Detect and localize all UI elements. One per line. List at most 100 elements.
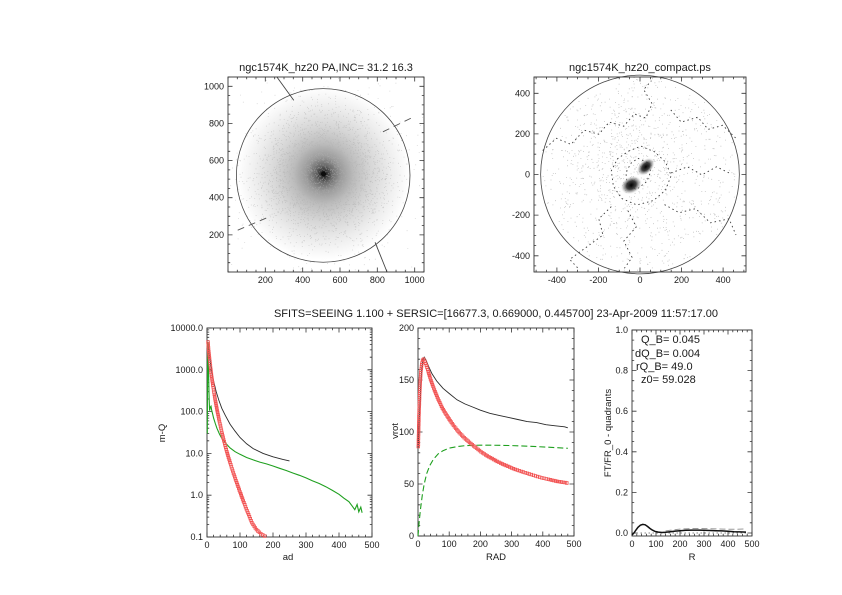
x-tick-label: 0 bbox=[415, 539, 420, 549]
dotted-contour bbox=[569, 206, 612, 269]
dotted-contour bbox=[671, 166, 730, 176]
series-observed-green bbox=[206, 341, 363, 514]
aperture-circle bbox=[540, 74, 740, 275]
x-tick-label: 200 bbox=[473, 539, 488, 549]
xlabel-rotation-curve: RAD bbox=[486, 552, 506, 563]
annotation-dqb: dQ_B= 0.004 bbox=[635, 348, 700, 360]
dotted-contour bbox=[610, 145, 672, 206]
y-tick-label: 0.1 bbox=[190, 532, 203, 542]
ylabel-surface-brightness: m-Q bbox=[157, 424, 168, 442]
y-tick-label: 1.0 bbox=[615, 325, 628, 335]
annotation-qb: Q_B= 0.045 bbox=[641, 334, 700, 346]
x-tick-label: 500 bbox=[566, 539, 581, 549]
x-tick-label: 1000 bbox=[405, 275, 425, 285]
ylabel-fourier-quadrants: FT/FR_0 - quadrants bbox=[603, 389, 614, 477]
axis-ticks bbox=[206, 327, 373, 538]
y-tick-label: 10.0 bbox=[185, 448, 203, 458]
dotted-contour bbox=[623, 210, 637, 269]
plot-fourier-quadrants: 0 100 200 300 400 500 0.0 0.2 0.4 0.6 0.8 1.0 bbox=[615, 325, 759, 549]
y-tick-label: 1.0 bbox=[190, 490, 203, 500]
xlabel-fourier-quadrants: R bbox=[689, 552, 696, 563]
x-tick-label: -400 bbox=[548, 275, 566, 285]
x-tick-label: 500 bbox=[744, 539, 759, 549]
x-tick-label: 200 bbox=[674, 275, 689, 285]
x-tick-label: 400 bbox=[720, 539, 735, 549]
x-tick-label: 100 bbox=[442, 539, 457, 549]
fit-summary-title: SFITS=SEEING 1.100 + SERSIC=[16677.3, 0.… bbox=[274, 308, 718, 320]
y-tick-label: 200 bbox=[515, 129, 530, 139]
compact-plot-title: ngc1574K_hz20_compact.ps bbox=[569, 62, 711, 74]
y-tick-label: 1000.0 bbox=[175, 365, 203, 375]
x-tick-label: 100 bbox=[232, 540, 247, 550]
position-angle-line bbox=[276, 76, 295, 101]
galaxy-plot-title: ngc1574K_hz20 PA,INC= 31.2 16.3 bbox=[239, 62, 413, 74]
x-tick-label: 100 bbox=[648, 539, 663, 549]
xlabel-surface-brightness: ad bbox=[283, 552, 294, 563]
y-tick-label: 50 bbox=[404, 479, 414, 489]
galaxy-noise-speckles bbox=[230, 78, 424, 271]
plot-frame bbox=[206, 327, 373, 538]
aperture-circle bbox=[236, 88, 411, 263]
y-tick-label: 150 bbox=[399, 375, 414, 385]
y-tick-label: 0.2 bbox=[615, 487, 628, 497]
minor-axis-dashes bbox=[237, 216, 270, 231]
y-tick-label: 200 bbox=[209, 230, 224, 240]
ylabel-rotation-curve: vrot bbox=[390, 423, 401, 439]
position-angle-line bbox=[374, 242, 388, 273]
dotted-contour bbox=[664, 204, 737, 236]
x-tick-label: 0 bbox=[637, 275, 642, 285]
x-tick-label: 300 bbox=[696, 539, 711, 549]
y-tick-label: 0.4 bbox=[615, 447, 628, 457]
y-tick-label: 200 bbox=[399, 323, 414, 333]
dotted-contour bbox=[670, 109, 738, 140]
y-tick-label: 400 bbox=[209, 193, 224, 203]
plot-frame bbox=[227, 76, 425, 273]
x-tick-label: 400 bbox=[716, 275, 731, 285]
x-tick-label: 300 bbox=[298, 540, 313, 550]
plot-surface-brightness: 0 100 200 300 400 500 0.1 1.0 10.0 100.0 1000.0 100… bbox=[170, 323, 379, 550]
series-sersic-red-squares bbox=[206, 340, 267, 538]
y-tick-label: 0 bbox=[409, 531, 414, 541]
x-tick-label: 0 bbox=[629, 539, 634, 549]
x-tick-label: 200 bbox=[265, 540, 280, 550]
x-tick-label: -200 bbox=[589, 275, 607, 285]
galaxy-core bbox=[320, 171, 327, 177]
plot-compact-map: -400 -200 0 200 400 -400 -200 0 200 400 bbox=[512, 74, 747, 285]
x-tick-label: 300 bbox=[504, 539, 519, 549]
y-tick-label: 800 bbox=[209, 118, 224, 128]
axis-ticks bbox=[534, 77, 746, 272]
x-tick-label: 400 bbox=[331, 540, 346, 550]
x-tick-label: 200 bbox=[258, 275, 273, 285]
y-tick-label: 100 bbox=[399, 427, 414, 437]
y-tick-label: 0.6 bbox=[615, 406, 628, 416]
y-tick-label: -200 bbox=[512, 210, 530, 220]
plot-rotation-curve: 0 100 200 300 400 500 0 50 100 150 200 bbox=[399, 323, 582, 549]
dotted-contour bbox=[542, 80, 653, 151]
x-tick-label: 500 bbox=[364, 540, 379, 550]
y-tick-label: -400 bbox=[512, 251, 530, 261]
series-total-model-black bbox=[207, 342, 290, 462]
y-tick-label: 0.8 bbox=[615, 366, 628, 376]
x-tick-label: 200 bbox=[672, 539, 687, 549]
axis-ticks bbox=[417, 327, 575, 537]
axis-ticks bbox=[227, 76, 425, 273]
y-tick-label: 100.0 bbox=[180, 407, 203, 417]
compact-source-blob bbox=[636, 157, 655, 176]
y-tick-label: 10000.0 bbox=[170, 323, 203, 333]
x-tick-label: 800 bbox=[370, 275, 385, 285]
series-sersic-velocity-red-squares bbox=[416, 357, 569, 485]
x-tick-label: 600 bbox=[332, 275, 347, 285]
series-quadrant-gray-dashed bbox=[665, 528, 745, 532]
plot-galaxy-image: 200 400 600 800 1000 200 400 600 800 1000 bbox=[204, 76, 425, 285]
plot-frame bbox=[631, 329, 753, 537]
plot-frame bbox=[417, 327, 575, 537]
y-tick-label: 0.0 bbox=[615, 528, 628, 538]
series-quadrant-black bbox=[631, 523, 747, 536]
x-tick-label: 400 bbox=[295, 275, 310, 285]
annotation-rqb: rQ_B= 49.0 bbox=[636, 361, 693, 373]
y-tick-label: 1000 bbox=[204, 81, 224, 91]
x-tick-label: 0 bbox=[204, 540, 209, 550]
x-tick-label: 400 bbox=[535, 539, 550, 549]
y-tick-label: 400 bbox=[515, 88, 530, 98]
